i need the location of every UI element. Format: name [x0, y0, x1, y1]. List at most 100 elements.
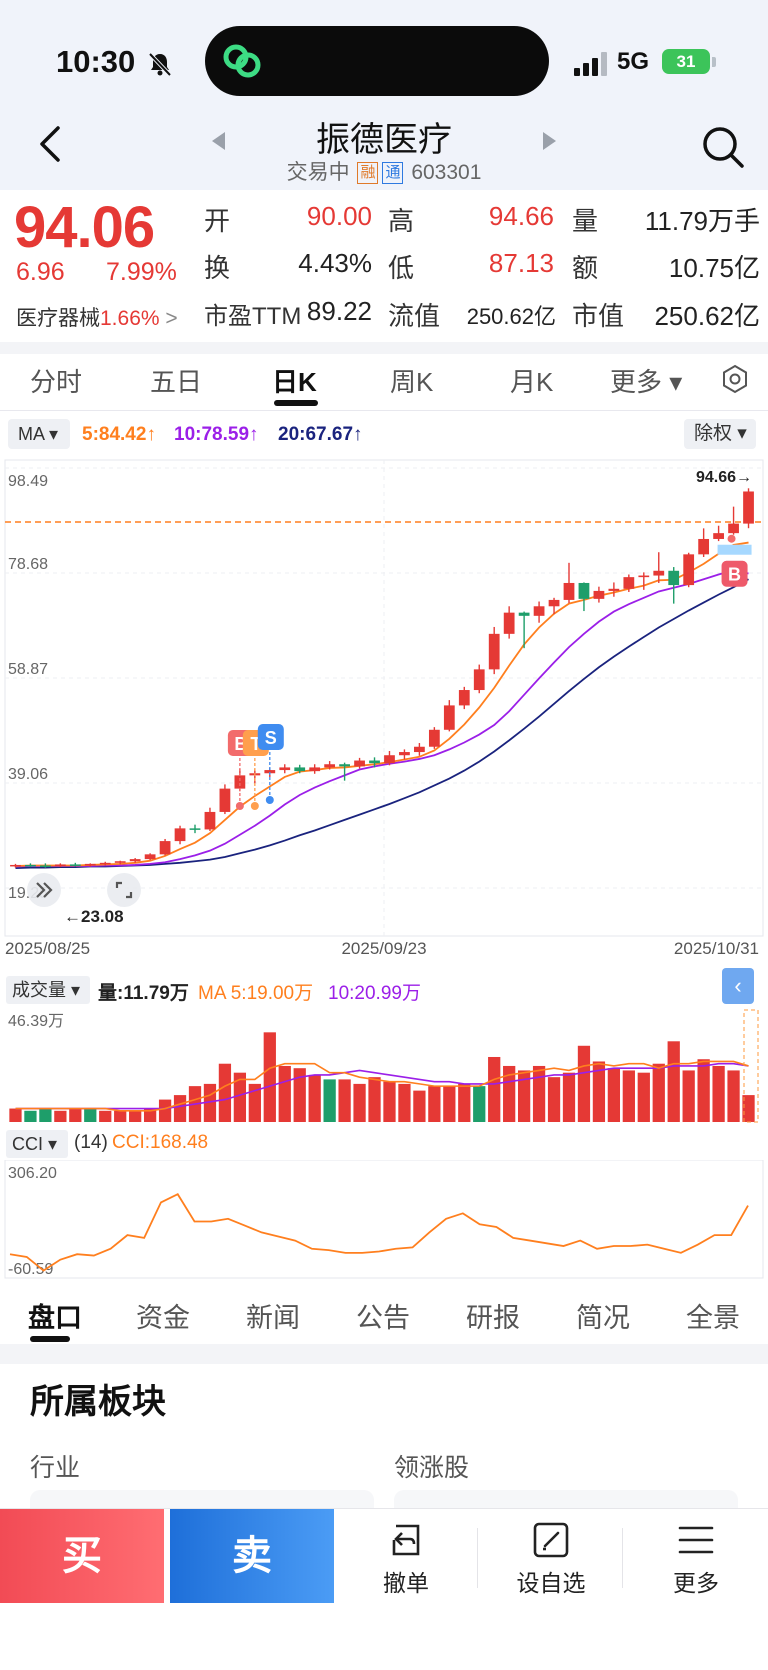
search-icon[interactable]	[700, 124, 746, 170]
candle	[54, 864, 66, 867]
section-title: 所属板块	[30, 1383, 166, 1421]
high-label: 高	[388, 206, 415, 236]
volume-bar	[173, 1095, 187, 1122]
candle	[384, 755, 395, 764]
menu-icon	[678, 1526, 714, 1554]
margin-tag: 融	[357, 162, 379, 184]
tab-daily-k[interactable]: 日K	[272, 367, 317, 397]
app-link-icon	[223, 44, 261, 78]
volume-bar	[667, 1041, 680, 1122]
industry-label: 行业	[30, 1454, 81, 1482]
volume-max-label: 46.39万	[8, 1013, 64, 1030]
y-tick-label: 39.06	[8, 766, 48, 783]
stock-header	[0, 110, 768, 190]
volume-bar	[577, 1045, 591, 1122]
candle	[204, 811, 216, 830]
edit-square-icon	[533, 1522, 569, 1558]
indicator-selector[interactable]: MA ▾	[8, 419, 70, 449]
cancel-order-button[interactable]: 撤单	[346, 1520, 466, 1598]
collapse-panel-icon[interactable]: ‹	[722, 968, 754, 1004]
leader-card[interactable]	[394, 1490, 738, 1510]
back-arrow-icon[interactable]	[34, 124, 68, 164]
industry-card[interactable]	[30, 1490, 374, 1510]
section-divider	[0, 342, 768, 354]
tab-five-day[interactable]: 五日	[150, 367, 203, 397]
volume-bar	[488, 1056, 501, 1122]
candle	[279, 767, 291, 771]
candle	[473, 669, 485, 691]
last-price: 94.06	[14, 195, 155, 260]
tab-capital[interactable]: 资金	[136, 1303, 190, 1333]
y-tick-label: 78.68	[8, 556, 48, 573]
candle	[84, 863, 96, 866]
volume-bar	[84, 1108, 97, 1122]
volume-bar	[592, 1061, 606, 1122]
candle	[653, 570, 665, 576]
volume-bar	[413, 1090, 426, 1122]
cci-max-label: 306.20	[8, 1165, 57, 1182]
candle	[518, 612, 530, 616]
candle	[174, 828, 186, 842]
pe-label: 市盈TTM	[204, 303, 302, 330]
chart-settings-icon[interactable]	[720, 364, 750, 394]
active-tab-indicator	[274, 400, 318, 406]
volume-ma5-line	[15, 1060, 749, 1112]
volume-bar	[263, 1032, 276, 1122]
adjust-selector[interactable]: 除权 ▾	[684, 419, 756, 449]
battery-icon: 31	[662, 49, 710, 74]
tab-weekly-k[interactable]: 周K	[390, 367, 434, 397]
open-label: 开	[204, 206, 231, 236]
volume-bar	[473, 1086, 486, 1122]
active-bottom-tab-indicator	[30, 1336, 70, 1342]
volume-bar	[443, 1086, 456, 1122]
expand-left-icon[interactable]	[26, 872, 62, 908]
volume-bar	[218, 1063, 232, 1122]
more-button[interactable]: 更多	[636, 1520, 756, 1598]
tab-monthly-k[interactable]: 月K	[510, 367, 554, 397]
tab-research[interactable]: 研报	[466, 1303, 520, 1333]
stock-code: 603301	[411, 161, 482, 184]
tab-separator	[0, 410, 768, 411]
cci-selector[interactable]: CCI ▾	[6, 1130, 68, 1158]
stock-name: 振德医疗	[316, 121, 452, 159]
cancel-order-label: 撤单	[383, 1570, 429, 1596]
volume-bar	[39, 1108, 52, 1122]
trade-marker	[257, 724, 284, 750]
section-divider-2	[0, 1344, 768, 1364]
prev-stock-icon[interactable]	[212, 132, 225, 150]
tab-more[interactable]: 更多 ▾	[610, 367, 683, 397]
volume-bar	[293, 1068, 306, 1122]
tab-news[interactable]: 新闻	[246, 1303, 300, 1333]
next-stock-icon[interactable]	[543, 132, 556, 150]
candle	[698, 538, 710, 555]
amount-value: 10.75亿	[668, 253, 760, 283]
buy-button[interactable]: 买	[0, 1509, 164, 1603]
ma10-line	[15, 569, 749, 868]
tab-announcements[interactable]: 公告	[356, 1303, 410, 1333]
candle	[264, 770, 276, 774]
tab-overview[interactable]: 全景	[686, 1303, 740, 1333]
candle	[324, 764, 336, 768]
action-separator-2	[622, 1528, 623, 1588]
tab-order-book[interactable]: 盘口	[28, 1303, 82, 1333]
amount-label: 额	[572, 253, 599, 283]
volume-bar	[742, 1095, 755, 1122]
tab-profile[interactable]: 简况	[576, 1303, 630, 1333]
network-type: 5G	[617, 48, 650, 75]
volume-selector[interactable]: 成交量 ▾	[6, 976, 90, 1004]
volume-bar	[248, 1083, 261, 1122]
trade-marker-label: B	[728, 565, 741, 585]
add-watchlist-button[interactable]: 设自选	[491, 1520, 611, 1598]
cci-chart: 306.20 -60.59	[4, 1160, 764, 1279]
tab-intraday[interactable]: 分时	[30, 367, 83, 397]
volume-bar	[99, 1110, 112, 1122]
volume-bar	[69, 1108, 82, 1122]
sell-button[interactable]: 卖	[170, 1509, 334, 1603]
volume-bar	[727, 1070, 740, 1122]
sector-link[interactable]: 医疗器械1.66% >	[16, 302, 178, 332]
fullscreen-icon[interactable]	[106, 872, 142, 908]
signal-icon	[574, 52, 607, 76]
float-cap-label: 流值	[388, 301, 441, 331]
leader-label: 领涨股	[394, 1454, 470, 1482]
candle	[593, 590, 605, 599]
